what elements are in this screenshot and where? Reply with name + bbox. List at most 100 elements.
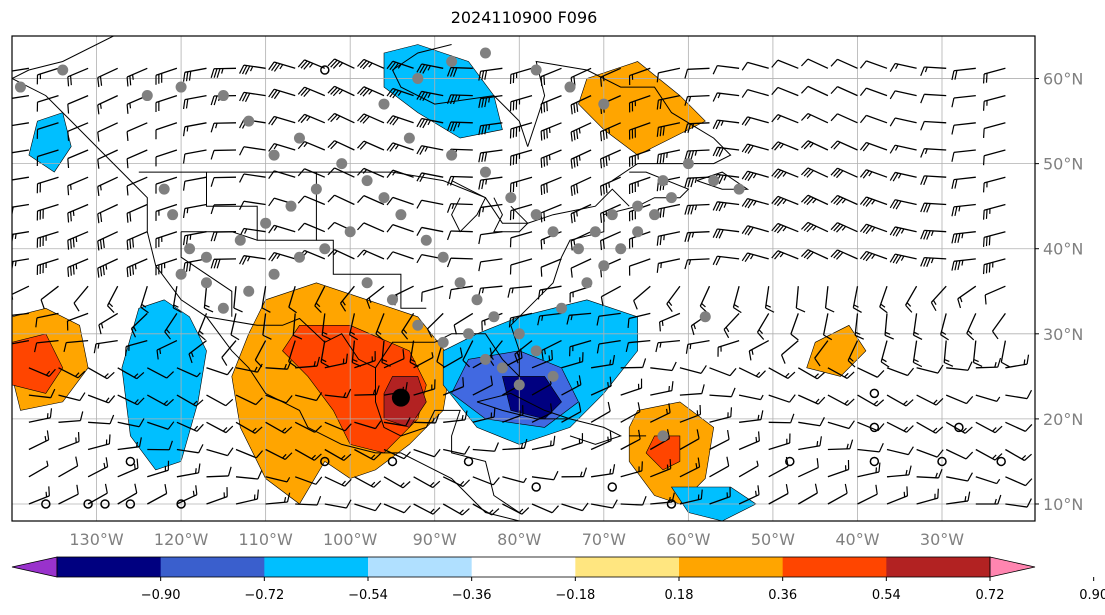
wind-barb (413, 503, 441, 515)
wind-barb (409, 340, 419, 368)
wind-barb (314, 285, 326, 313)
wind-barb (12, 67, 30, 73)
wind-barb (591, 464, 616, 478)
wind-barb (478, 149, 503, 163)
station-dot (243, 285, 255, 297)
coastline (493, 197, 529, 233)
wind-barb (859, 87, 888, 97)
station-dot (632, 200, 644, 212)
wind-barb (570, 203, 592, 224)
wind-barb (67, 149, 89, 169)
wind-barb (478, 203, 503, 217)
wind-barb (712, 228, 740, 239)
station-dot (632, 226, 644, 238)
wind-barb (540, 258, 562, 277)
station-dot (412, 319, 424, 331)
wind-barb (951, 122, 976, 135)
calm-station (125, 456, 136, 467)
wind-barb (771, 250, 799, 260)
wind-barb (12, 94, 30, 100)
wind-barb (859, 250, 888, 262)
wind-barb (126, 149, 148, 169)
wind-barb (920, 148, 947, 158)
wind-barb (886, 394, 914, 407)
wind-barb (972, 340, 983, 367)
colorbar-tick-label: −0.72 (244, 588, 284, 603)
wind-barb (741, 116, 769, 126)
wind-barb (709, 367, 737, 377)
wind-barb (265, 492, 291, 505)
colorbar-segment (782, 557, 887, 577)
wind-barb (738, 431, 760, 451)
wind-barb (798, 458, 819, 478)
wind-barb (126, 176, 148, 196)
wind-barb (40, 285, 59, 309)
wind-barb (478, 258, 503, 272)
wind-barb (383, 448, 411, 460)
wind-barb (540, 176, 562, 196)
station-dot (615, 243, 627, 255)
wind-barb (1005, 476, 1033, 487)
wind-barb (126, 231, 148, 250)
wind-barb (268, 143, 296, 152)
calm-station (100, 499, 110, 509)
wind-barb (798, 417, 825, 427)
wind-barb (140, 286, 149, 314)
wind-barb (297, 195, 326, 206)
wind-barb (514, 340, 533, 364)
wind-barb (472, 476, 500, 486)
wind-barb (561, 352, 584, 369)
wind-barb (509, 67, 533, 84)
wind-barb (188, 340, 207, 364)
wind-barb (800, 249, 829, 260)
coastline (316, 239, 427, 309)
wind-barb (176, 394, 204, 407)
station-dot (175, 268, 187, 280)
wind-barb (590, 376, 612, 396)
wind-barb (354, 476, 382, 488)
wind-barb (288, 340, 297, 368)
wind-barb (210, 67, 237, 78)
coastline (391, 44, 529, 147)
wind-barb (147, 460, 170, 478)
colorbar-tick-label: 0.72 (976, 588, 1005, 603)
wind-barb (982, 149, 1006, 166)
wind-barb (446, 175, 473, 186)
wind-barb (531, 349, 553, 369)
wind-barb (795, 286, 806, 313)
wind-barb (295, 495, 322, 506)
station-dot (175, 81, 187, 93)
map-area (12, 36, 1035, 521)
wind-barb (210, 176, 237, 187)
wind-barb (126, 122, 148, 142)
station-dot (378, 98, 390, 110)
wind-barb (155, 258, 178, 276)
wind-barb (324, 499, 352, 509)
longitude-tick-label: 60°W (666, 530, 710, 549)
wind-barb (709, 456, 730, 478)
wind-barb (684, 67, 710, 79)
calm-station (785, 456, 795, 467)
wind-barb (889, 171, 917, 182)
station-dot (319, 243, 331, 255)
wind-barb (771, 222, 799, 234)
wind-barb (357, 113, 385, 124)
calm-station (41, 499, 51, 509)
calm-station (996, 456, 1006, 467)
station-dot (665, 192, 677, 204)
colorbar-tick-label: 0.36 (768, 588, 797, 603)
station-dot (167, 209, 179, 221)
wind-barb (570, 95, 592, 115)
wind-barb (33, 339, 59, 353)
wind-barb (886, 446, 914, 456)
wind-barb (268, 224, 296, 234)
wind-barb (531, 470, 559, 481)
station-dot (293, 132, 305, 144)
wind-barb (87, 367, 115, 380)
wind-barb (357, 222, 385, 233)
wind-barb (859, 60, 888, 69)
wind-barb (656, 231, 681, 246)
wind-barb (738, 394, 764, 401)
wind-barb (327, 85, 355, 97)
